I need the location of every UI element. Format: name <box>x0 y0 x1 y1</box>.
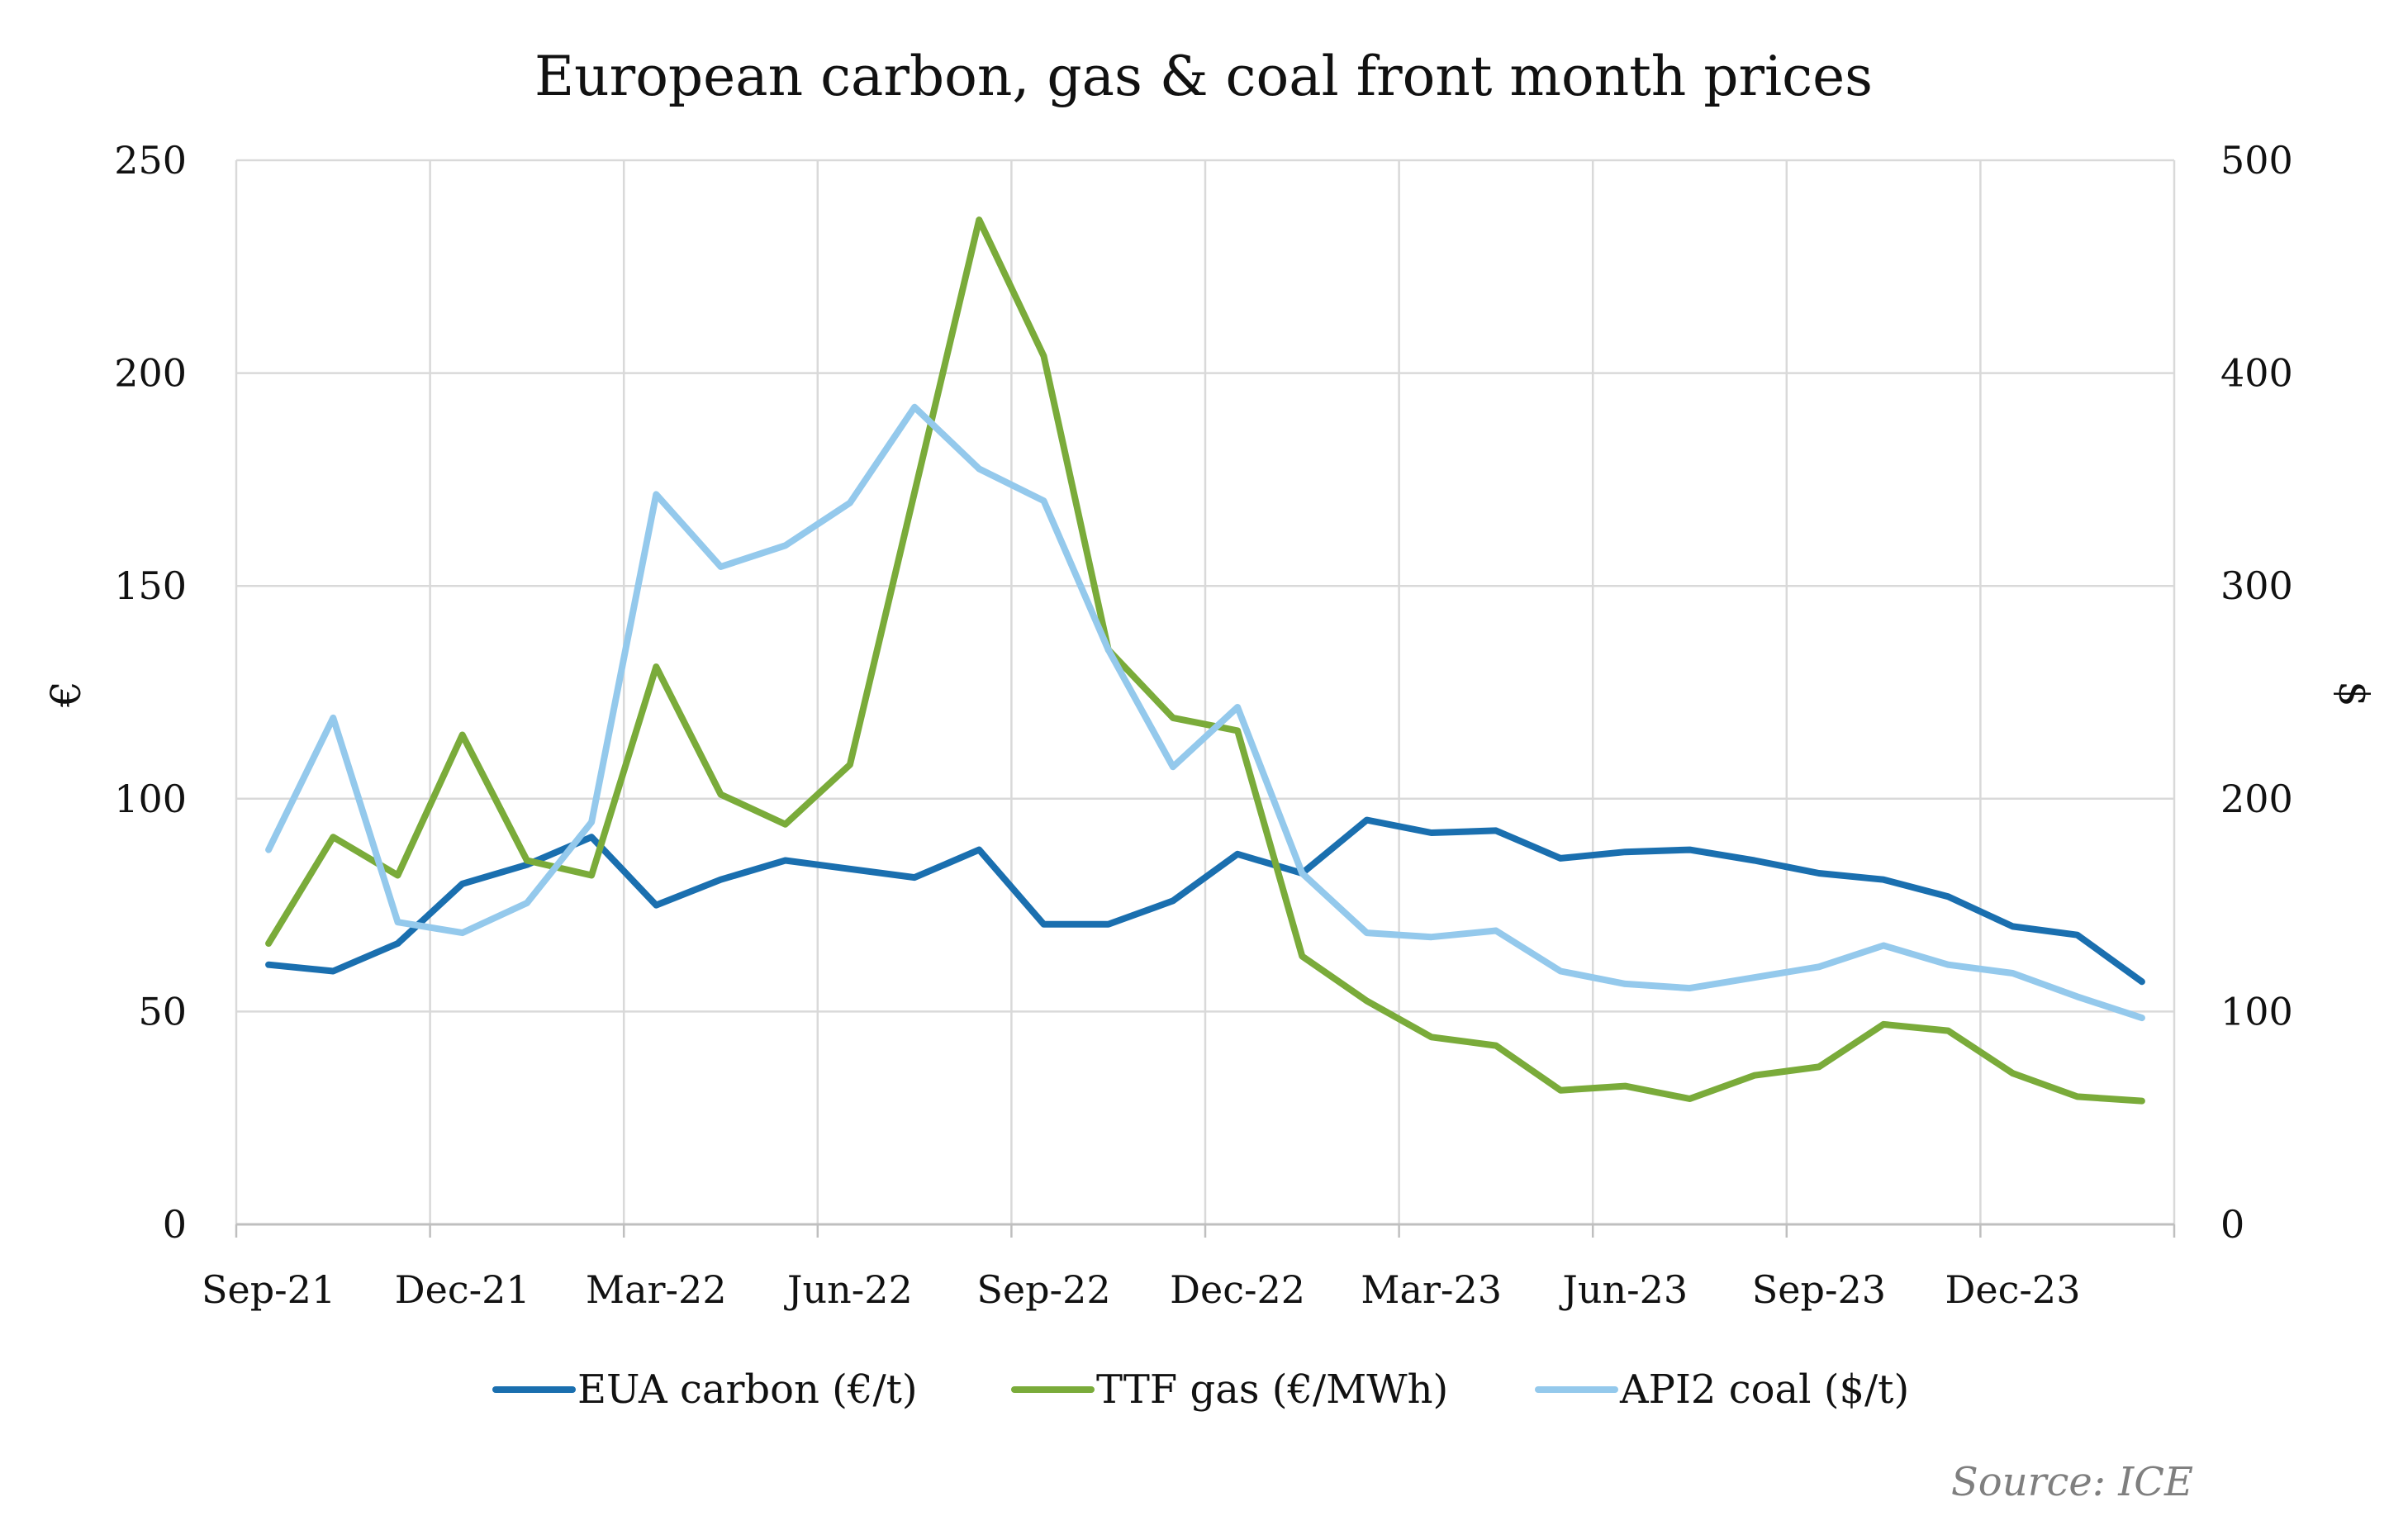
series-lines <box>265 216 2145 1105</box>
left-tick-label: 0 <box>163 1202 187 1247</box>
x-tick-label: Sep-22 <box>976 1267 1110 1312</box>
source-note: Source: ICE <box>1951 1459 2193 1505</box>
x-tick-label: Mar-23 <box>1361 1267 1502 1312</box>
right-tick-label: 0 <box>2220 1202 2244 1247</box>
gridlines <box>235 159 2176 1224</box>
left-tick-label: 200 <box>114 351 187 396</box>
x-tick-label: Jun-22 <box>784 1267 913 1312</box>
legend-label: EUA carbon (€/t) <box>577 1366 918 1413</box>
left-tick-label: 250 <box>114 138 187 183</box>
right-tick-label: 400 <box>2220 351 2293 396</box>
x-tick-label: Sep-21 <box>202 1267 335 1312</box>
x-tick-label: Dec-21 <box>395 1267 530 1312</box>
right-tick-label: 100 <box>2220 989 2293 1034</box>
series-line-3 <box>265 403 2145 1022</box>
right-axis-label: $ <box>2330 681 2377 707</box>
left-tick-label: 100 <box>114 777 187 821</box>
tick-labels: 0 0 50 100 100 200 150 300 200 400 250 500 Sep-21 Dec… <box>114 138 2293 1312</box>
right-tick-label: 500 <box>2220 138 2293 183</box>
x-tick-label: Jun-23 <box>1559 1267 1688 1312</box>
series-line-1 <box>265 816 2145 986</box>
x-tick-label: Dec-22 <box>1170 1267 1305 1312</box>
left-axis-label: € <box>42 681 90 708</box>
axes <box>235 1223 2176 1238</box>
x-tick-label: Mar-22 <box>586 1267 727 1312</box>
left-tick-label: 50 <box>138 989 187 1034</box>
legend: EUA carbon (€/t) TTF gas (€/MWh) API2 coal… <box>492 1366 1909 1413</box>
left-tick-label: 150 <box>114 563 187 608</box>
legend-label: API2 coal ($/t) <box>1619 1366 1909 1413</box>
right-tick-label: 200 <box>2220 777 2293 821</box>
right-tick-label: 300 <box>2220 563 2293 608</box>
series-line-2 <box>265 216 2145 1105</box>
chart-title: European carbon, gas & coal front month … <box>534 45 1873 108</box>
x-tick-label: Sep-23 <box>1752 1267 1886 1312</box>
legend-label: TTF gas (€/MWh) <box>1096 1366 1448 1413</box>
x-tick-label: Dec-23 <box>1945 1267 2081 1312</box>
